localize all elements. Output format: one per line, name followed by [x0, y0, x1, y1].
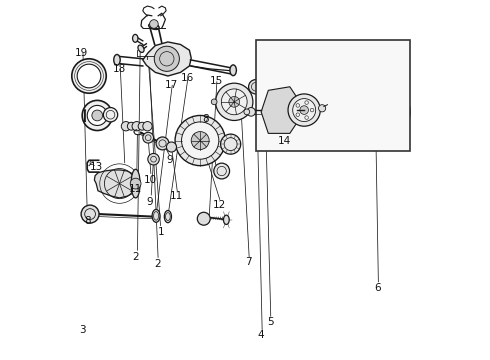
- Circle shape: [216, 83, 253, 121]
- Circle shape: [220, 134, 241, 154]
- Text: 8: 8: [202, 114, 209, 124]
- Text: 1: 1: [157, 227, 164, 237]
- Ellipse shape: [230, 65, 236, 76]
- Ellipse shape: [133, 35, 138, 42]
- Circle shape: [72, 59, 106, 93]
- Circle shape: [293, 99, 316, 122]
- Circle shape: [148, 153, 159, 165]
- Circle shape: [197, 212, 210, 225]
- Text: 7: 7: [245, 257, 252, 267]
- Circle shape: [300, 106, 309, 114]
- Text: 11: 11: [129, 184, 142, 194]
- Circle shape: [264, 85, 273, 94]
- Text: 12: 12: [213, 200, 226, 210]
- Circle shape: [244, 109, 250, 115]
- Circle shape: [247, 108, 255, 116]
- Circle shape: [149, 20, 158, 28]
- Circle shape: [191, 132, 209, 149]
- Text: 16: 16: [181, 73, 194, 83]
- Circle shape: [130, 178, 141, 189]
- Ellipse shape: [327, 95, 341, 117]
- Circle shape: [82, 100, 112, 131]
- Polygon shape: [261, 87, 297, 134]
- Circle shape: [366, 100, 389, 123]
- Text: 6: 6: [374, 283, 381, 293]
- Circle shape: [154, 46, 179, 71]
- Ellipse shape: [114, 54, 120, 65]
- Circle shape: [214, 163, 230, 179]
- Circle shape: [143, 132, 153, 143]
- Circle shape: [318, 105, 326, 112]
- Text: 2: 2: [154, 259, 160, 269]
- Text: 9: 9: [167, 155, 173, 165]
- Text: 2: 2: [132, 252, 139, 262]
- Polygon shape: [143, 42, 191, 76]
- Text: 5: 5: [267, 317, 273, 327]
- Ellipse shape: [313, 93, 324, 112]
- Ellipse shape: [152, 210, 160, 222]
- Circle shape: [288, 94, 320, 126]
- Polygon shape: [95, 170, 136, 198]
- Text: 11: 11: [170, 191, 183, 201]
- Text: 18: 18: [113, 64, 126, 74]
- Circle shape: [229, 96, 240, 107]
- Ellipse shape: [164, 211, 171, 223]
- Circle shape: [132, 122, 141, 131]
- Circle shape: [103, 108, 118, 122]
- Circle shape: [211, 99, 217, 105]
- Text: 15: 15: [210, 76, 223, 86]
- Ellipse shape: [336, 96, 347, 115]
- Text: 3: 3: [79, 325, 86, 335]
- Circle shape: [87, 105, 107, 126]
- Circle shape: [143, 122, 152, 131]
- Circle shape: [77, 64, 101, 88]
- Text: 14: 14: [278, 136, 291, 145]
- Circle shape: [372, 107, 383, 117]
- Circle shape: [248, 80, 263, 94]
- Ellipse shape: [138, 45, 144, 53]
- Circle shape: [167, 142, 176, 152]
- Text: 10: 10: [144, 175, 156, 185]
- Ellipse shape: [316, 91, 331, 116]
- Circle shape: [257, 83, 269, 94]
- Text: 9: 9: [147, 197, 153, 207]
- Text: 8: 8: [84, 216, 91, 226]
- Circle shape: [221, 89, 247, 115]
- Circle shape: [339, 103, 344, 108]
- Ellipse shape: [148, 23, 159, 30]
- Circle shape: [156, 137, 169, 150]
- Ellipse shape: [320, 91, 336, 118]
- Text: 13: 13: [90, 162, 103, 172]
- Circle shape: [353, 87, 403, 137]
- Ellipse shape: [131, 169, 140, 198]
- Circle shape: [345, 80, 410, 144]
- Circle shape: [127, 122, 135, 130]
- Bar: [256, 40, 410, 151]
- Circle shape: [81, 205, 99, 223]
- Text: 17: 17: [165, 80, 178, 90]
- Text: 4: 4: [258, 330, 265, 340]
- Text: 19: 19: [75, 48, 89, 58]
- Circle shape: [92, 110, 102, 121]
- Circle shape: [181, 122, 219, 159]
- Circle shape: [175, 116, 225, 166]
- Circle shape: [122, 122, 131, 131]
- Circle shape: [138, 122, 146, 130]
- Ellipse shape: [223, 215, 229, 225]
